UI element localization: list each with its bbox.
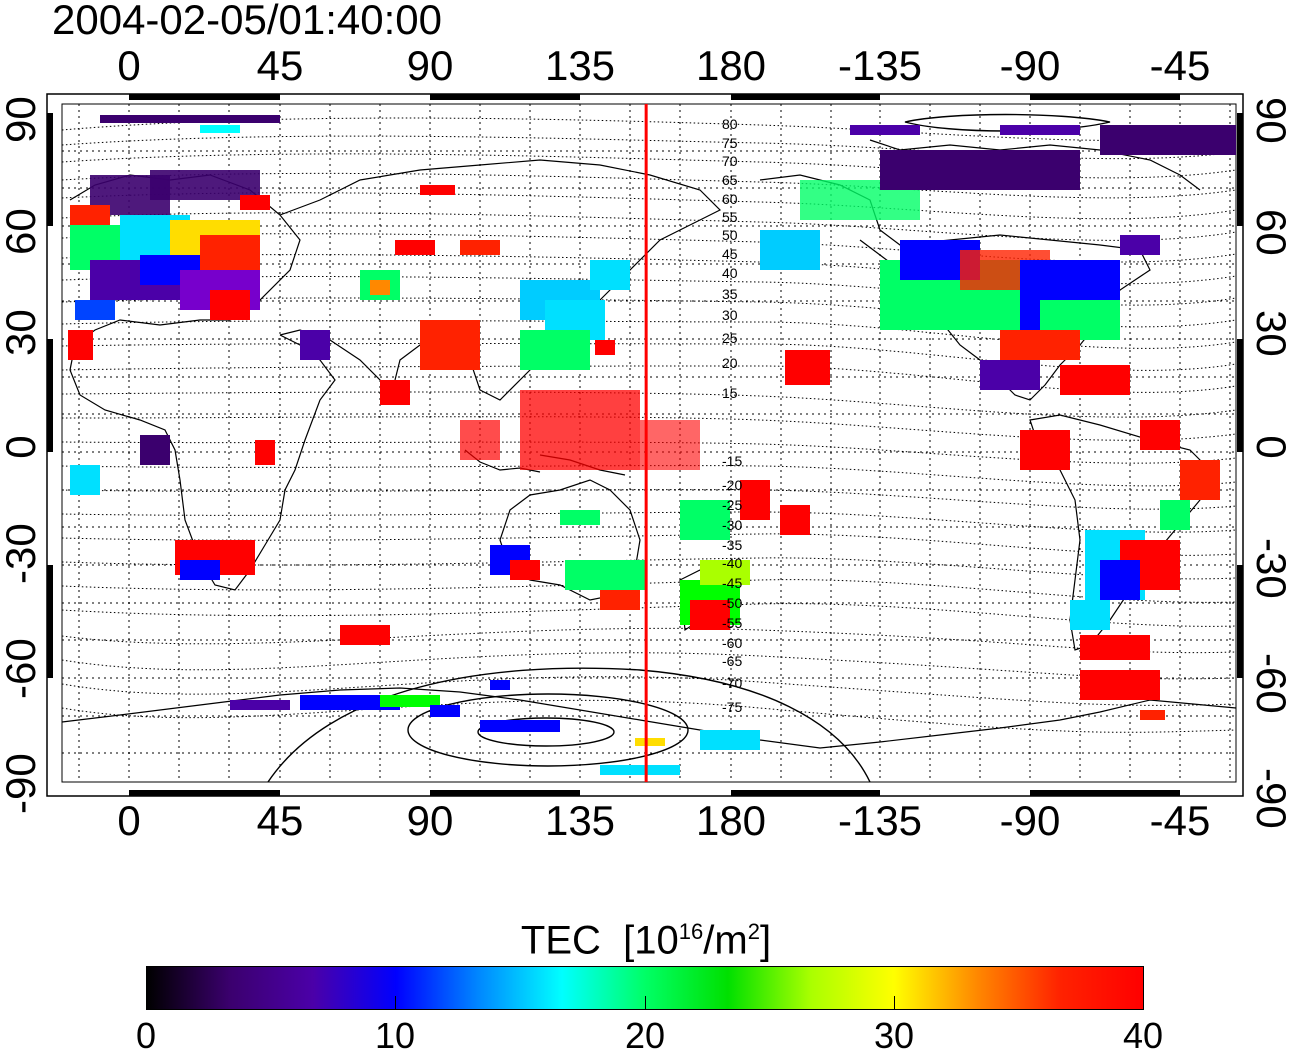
x-tick-label: -135 — [837, 797, 923, 844]
colorbar-unit-exponent: 16 — [678, 919, 704, 944]
x-tick-label: 180 — [695, 42, 767, 89]
contour-label: -70 — [722, 675, 742, 691]
colorbar-tick-label: 20 — [624, 1015, 666, 1056]
colorbar-tick-label: 10 — [374, 1015, 416, 1056]
colorbar-title: TEC [1016/m2] — [0, 910, 1292, 962]
contour-label: -45 — [722, 575, 742, 591]
x-tick-label: 180 — [695, 797, 767, 844]
map-timestamp-title: 2004-02-05/01:40:00 — [52, 0, 442, 43]
colorbar-unit-mid: /m — [703, 918, 748, 963]
contour-label: -20 — [722, 477, 742, 493]
x-tick-label: 90 — [406, 797, 454, 844]
x-tick-label: 135 — [544, 797, 616, 844]
x-tick-label: 135 — [544, 42, 616, 89]
contour-label: -65 — [722, 653, 742, 669]
contour-label: 15 — [722, 385, 738, 401]
contour-label: 60 — [722, 191, 738, 207]
x-tick-label: 45 — [256, 42, 304, 89]
axis-bar-segments — [47, 94, 1243, 796]
contour-label: -15 — [722, 453, 742, 469]
x-tick-label: 0 — [117, 42, 141, 89]
contour-label: 50 — [722, 227, 738, 243]
contour-label: 75 — [722, 135, 738, 151]
contour-label: -75 — [722, 699, 742, 715]
contour-label: 35 — [722, 286, 738, 302]
contour-label: -40 — [722, 555, 742, 571]
contour-label: 45 — [722, 246, 738, 262]
contour-label: -30 — [722, 517, 742, 533]
pole-contours — [267, 113, 1111, 782]
contour-label: 25 — [722, 330, 738, 346]
colorbar-tick-label: 0 — [135, 1015, 157, 1056]
x-tick-label: 0 — [117, 797, 141, 844]
x-tick-label: -90 — [999, 797, 1061, 844]
x-tick-label: 45 — [256, 797, 304, 844]
contour-label: 55 — [722, 209, 738, 225]
x-tick-label: -90 — [999, 42, 1061, 89]
colorbar-title-text: TEC — [520, 918, 601, 963]
map-plot-area — [61, 103, 1237, 783]
x-tick-label: 90 — [406, 42, 454, 89]
colorbar-unit-end: ] — [759, 918, 772, 963]
x-tick-label: -135 — [837, 42, 923, 89]
contour-label: -50 — [722, 595, 742, 611]
contour-label: 30 — [722, 307, 738, 323]
colorbar-unit-exponent2: 2 — [747, 919, 760, 944]
colorbar-unit-base: [10 — [623, 918, 679, 963]
contour-label: 40 — [722, 265, 738, 281]
contour-label: 80 — [722, 116, 738, 132]
tec-data-cells — [68, 115, 1236, 775]
colorbar-tick-label: 30 — [873, 1015, 915, 1056]
contour-labels: 80 75 70 65 60 55 50 45 40 35 30 25 20 15 -15 -20 -25 -30… — [722, 116, 742, 715]
contour-label: 70 — [722, 153, 738, 169]
contour-label: -60 — [722, 635, 742, 651]
colorbar-tick-label: 40 — [1122, 1015, 1164, 1056]
contour-label: 65 — [722, 172, 738, 188]
contour-label: -55 — [722, 615, 742, 631]
contour-label: -25 — [722, 497, 742, 513]
x-tick-label: -45 — [1149, 797, 1211, 844]
x-tick-label: -45 — [1149, 42, 1211, 89]
contour-label: 20 — [722, 355, 738, 371]
contour-label: -35 — [722, 537, 742, 553]
